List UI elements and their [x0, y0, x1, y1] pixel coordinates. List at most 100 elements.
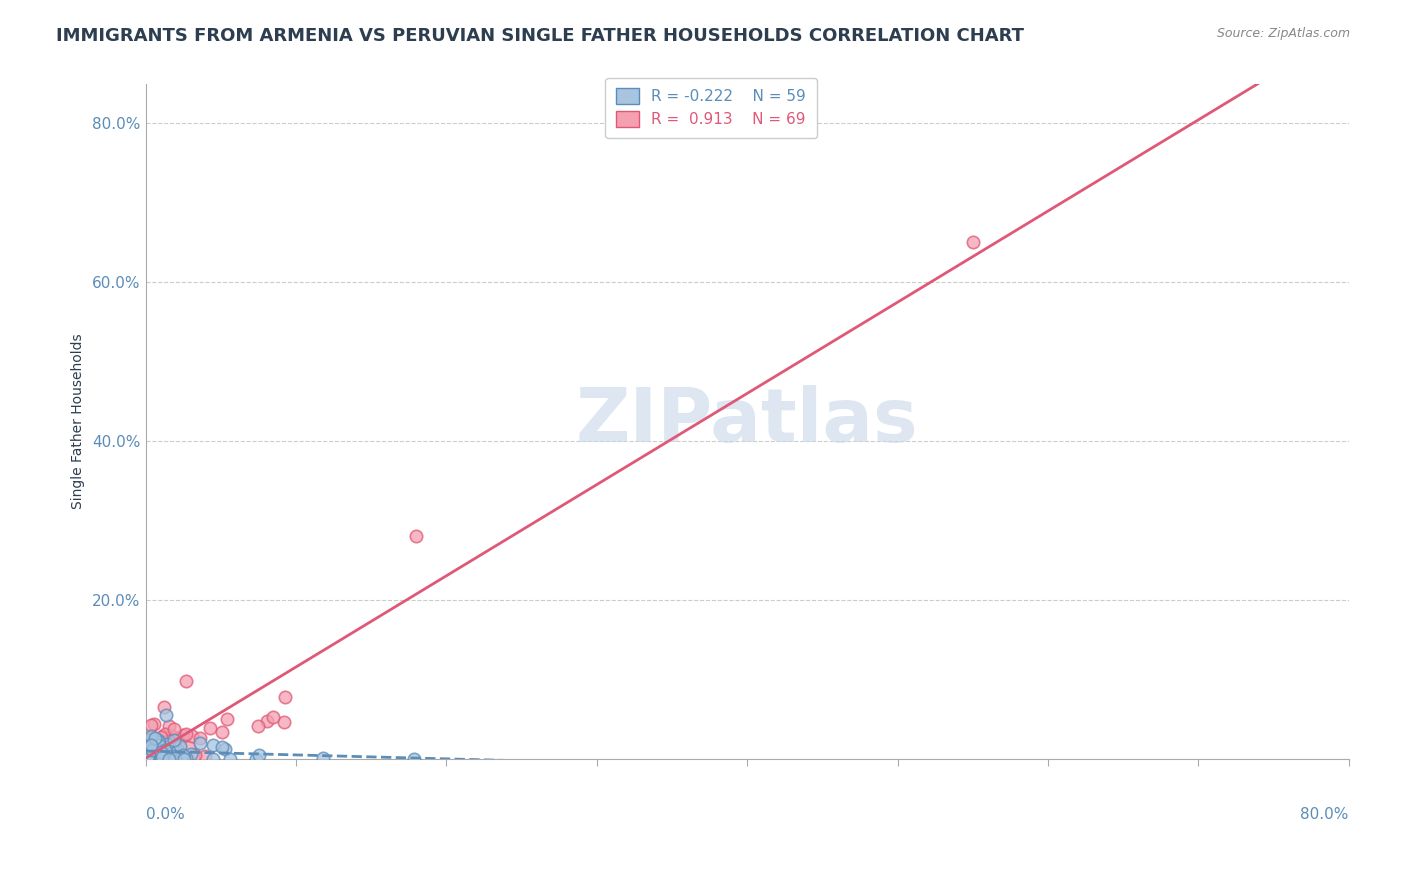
- Point: [180, 747, 202, 761]
- Text: IMMIGRANTS FROM ARMENIA VS PERUVIAN SINGLE FATHER HOUSEHOLDS CORRELATION CHART: IMMIGRANTS FROM ARMENIA VS PERUVIAN SING…: [56, 27, 1024, 45]
- Point: [148, 741, 170, 756]
- Point: [150, 745, 173, 759]
- Point: [194, 749, 217, 764]
- Point: [174, 727, 197, 741]
- Point: [149, 752, 172, 766]
- Point: [150, 746, 173, 760]
- Point: [141, 717, 163, 731]
- Point: [136, 747, 159, 761]
- Point: [211, 739, 233, 754]
- Point: [159, 752, 181, 766]
- Point: [202, 752, 225, 766]
- Point: [142, 747, 165, 761]
- Point: [247, 748, 270, 763]
- Point: [218, 752, 240, 766]
- Point: [247, 719, 270, 733]
- Point: [214, 741, 236, 756]
- Point: [256, 714, 278, 728]
- Point: [153, 727, 176, 741]
- Point: [146, 739, 169, 754]
- Point: [217, 712, 239, 726]
- Point: [165, 739, 187, 753]
- Point: [150, 751, 173, 765]
- Point: [273, 715, 295, 730]
- Point: [142, 748, 165, 763]
- Point: [962, 235, 984, 250]
- Point: [138, 752, 160, 766]
- Point: [155, 740, 177, 755]
- Point: [167, 731, 190, 746]
- Text: Source: ZipAtlas.com: Source: ZipAtlas.com: [1216, 27, 1350, 40]
- Point: [155, 707, 177, 722]
- Point: [142, 750, 165, 764]
- Point: [188, 731, 211, 745]
- Point: [135, 752, 157, 766]
- Point: [160, 752, 183, 766]
- Point: [160, 728, 183, 742]
- Point: [163, 722, 186, 736]
- Point: [405, 529, 427, 543]
- Point: [136, 752, 159, 766]
- Point: [141, 730, 163, 744]
- Point: [156, 738, 179, 752]
- Point: [142, 752, 165, 766]
- Point: [139, 739, 162, 753]
- Point: [198, 721, 221, 735]
- Point: [141, 752, 163, 766]
- Point: [156, 752, 179, 766]
- Point: [139, 748, 162, 763]
- Point: [156, 740, 179, 755]
- Point: [181, 729, 204, 743]
- Point: [159, 734, 181, 748]
- Point: [142, 752, 165, 766]
- Legend: R = -0.222    N = 59, R =  0.913    N = 69: R = -0.222 N = 59, R = 0.913 N = 69: [606, 78, 817, 138]
- Point: [402, 752, 425, 766]
- Point: [139, 747, 162, 761]
- Point: [177, 739, 200, 754]
- Point: [152, 729, 174, 743]
- Point: [145, 739, 167, 753]
- Point: [136, 752, 159, 766]
- Point: [152, 734, 174, 748]
- Point: [139, 733, 162, 747]
- Point: [136, 752, 159, 766]
- Point: [152, 700, 174, 714]
- Point: [155, 739, 177, 753]
- Text: 80.0%: 80.0%: [1301, 807, 1348, 822]
- Point: [139, 740, 162, 755]
- Point: [165, 752, 187, 766]
- Point: [148, 735, 170, 749]
- Point: [138, 748, 160, 763]
- Point: [148, 752, 170, 766]
- Point: [153, 740, 176, 755]
- Point: [155, 743, 177, 757]
- Point: [142, 717, 165, 731]
- Point: [155, 752, 177, 766]
- Y-axis label: Single Father Households: Single Father Households: [72, 334, 86, 509]
- Point: [139, 729, 162, 743]
- Text: 0.0%: 0.0%: [146, 807, 184, 822]
- Point: [146, 752, 169, 766]
- Point: [184, 747, 207, 762]
- Point: [139, 752, 162, 766]
- Point: [157, 719, 180, 733]
- Point: [138, 742, 160, 756]
- Point: [145, 752, 167, 766]
- Point: [135, 740, 157, 755]
- Point: [135, 752, 157, 766]
- Point: [135, 737, 157, 751]
- Point: [141, 743, 163, 757]
- Point: [201, 738, 224, 752]
- Point: [312, 751, 335, 765]
- Point: [163, 750, 186, 764]
- Point: [138, 752, 160, 766]
- Point: [162, 737, 184, 751]
- Point: [138, 752, 160, 766]
- Point: [135, 752, 157, 766]
- Point: [148, 752, 170, 766]
- Point: [138, 752, 160, 766]
- Point: [139, 752, 162, 766]
- Point: [211, 725, 233, 739]
- Point: [174, 750, 197, 764]
- Point: [142, 752, 165, 766]
